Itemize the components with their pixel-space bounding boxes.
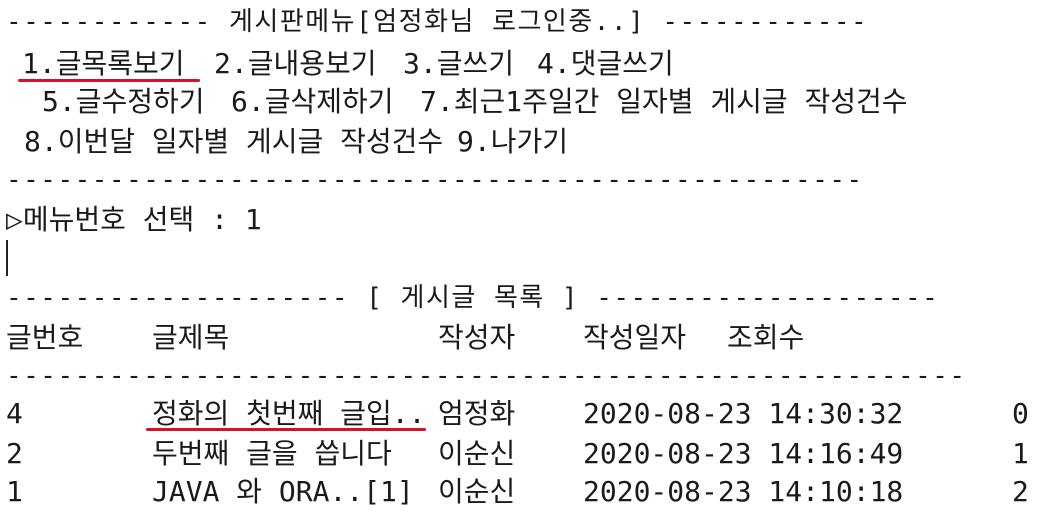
row-date: 2020-08-23 14:30:32 [583,397,904,430]
underline-annotation-title [146,428,426,431]
row-no: 2 [6,437,23,470]
underline-annotation-menu1 [18,79,200,82]
row-title: JAVA 와 ORA..[1] [152,475,414,508]
column-views: 조회수 [727,321,805,354]
menu-item-edit: 5.글수정하기 [42,85,205,118]
column-title: 글제목 [152,321,230,354]
list-header-line: -------------------- [ 게시글 목록 ] --------… [6,283,940,313]
column-writer: 작성자 [438,321,516,354]
column-no: 글번호 [6,321,84,354]
menu-item-write: 3.글쓰기 [403,47,514,80]
row-views: 1 [1012,437,1029,470]
menu-header-line: ------------ 게시판메뉴[엄정화님 로그인중..] --------… [6,7,869,37]
column-date: 작성일자 [583,321,687,354]
menu-separator: ----------------------------------------… [6,165,864,195]
row-writer: 이순신 [438,475,516,508]
row-views: 0 [1012,397,1029,430]
row-title: 정화의 첫번째 글입.. [152,397,426,430]
row-title: 두번째 글을 씁니다 [152,437,392,470]
menu-item-exit: 9.나가기 [457,125,568,158]
menu-item-comment: 4.댓글쓰기 [537,47,674,80]
row-date: 2020-08-23 14:10:18 [583,475,904,508]
menu-item-weekly-stats: 7.최근1주일간 일자별 게시글 작성건수 [420,85,908,118]
menu-item-view: 2.글내용보기 [214,47,377,80]
row-views: 2 [1012,475,1029,508]
menu-item-monthly-stats: 8.이번달 일자별 게시글 작성건수 [24,125,444,158]
menu-select-prompt: ▷메뉴번호 선택 : 1 [6,203,262,236]
row-no: 4 [6,397,23,430]
menu-item-list: 1.글목록보기 [22,47,185,80]
row-no: 1 [6,475,23,508]
row-writer: 엄정화 [438,397,516,430]
table-separator: ----------------------------------------… [6,361,967,391]
row-date: 2020-08-23 14:16:49 [583,437,904,470]
text-cursor[interactable] [6,240,8,276]
menu-item-delete: 6.글삭제하기 [231,85,394,118]
row-writer: 이순신 [438,437,516,470]
